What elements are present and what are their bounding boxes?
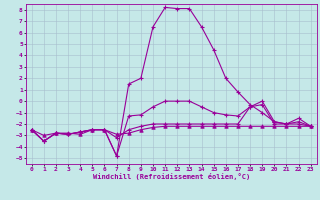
X-axis label: Windchill (Refroidissement éolien,°C): Windchill (Refroidissement éolien,°C) bbox=[92, 173, 250, 180]
